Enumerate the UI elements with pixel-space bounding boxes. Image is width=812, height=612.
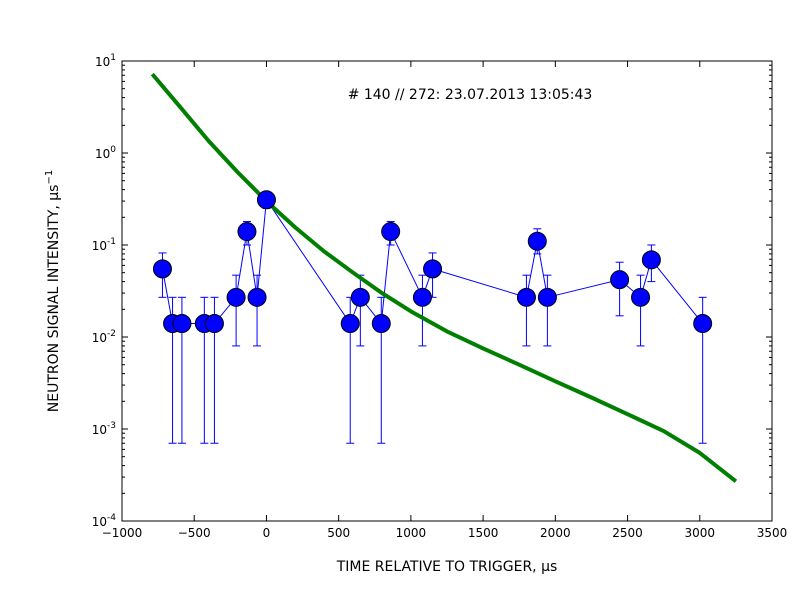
x-tick-label: 0 [263,526,271,540]
x-tick-label: 2500 [612,526,643,540]
x-tick-label: 2000 [540,526,571,540]
x-tick-labels: −1000 −500 0 500 1000 1500 2000 2500 3000 3500 [102,526,788,540]
x-tick-label: −1000 [102,526,143,540]
x-tick-label: 500 [327,526,350,540]
y-tick-labels: 101 100 10-1 10-2 10-3 10-4 [92,53,117,529]
data-point [610,270,630,290]
y-axis-label-superscript: −1 [44,170,55,185]
data-point [350,287,370,307]
data-point [340,314,360,334]
data-point [152,259,172,279]
data-point [641,250,661,270]
data-point [237,222,257,242]
data-point [412,287,432,307]
x-tick-label: 3000 [685,526,716,540]
y-tick-label: 10-3 [92,421,116,437]
data-point [693,314,713,334]
y-tick-label: 10-4 [92,513,117,529]
fit-curve [150,72,738,483]
data-point [172,314,192,334]
y-axis-label: NEUTRON SIGNAL INTENSITY, μs−1 [44,170,62,412]
x-tick-label: 1500 [468,526,499,540]
data-point [537,287,557,307]
x-tick-label: 3500 [757,526,788,540]
data-point [204,314,224,334]
data-point [423,259,443,279]
data-point [226,287,246,307]
chart-annotation: # 140 // 272: 23.07.2013 13:05:43 [348,87,593,103]
data-point [371,314,391,334]
data-point [381,222,401,242]
fit-curve-layer [150,72,738,483]
x-tick-label: 1000 [396,526,427,540]
y-tick-label: 10-1 [92,237,116,253]
data-point [247,287,267,307]
data-point [631,287,651,307]
data-point [516,287,536,307]
x-tick-label: −500 [178,526,211,540]
plot-frame [121,60,773,522]
y-tick-label: 101 [95,53,116,69]
markers-layer [152,190,713,334]
ticks-layer [121,60,773,522]
y-axis-label-text: NEUTRON SIGNAL INTENSITY, μs [46,185,62,413]
y-tick-label: 100 [95,145,116,161]
data-point [527,231,547,251]
data-point [256,190,276,210]
y-tick-label: 10-2 [92,329,116,345]
x-axis-label: TIME RELATIVE TO TRIGGER, μs [336,559,558,575]
